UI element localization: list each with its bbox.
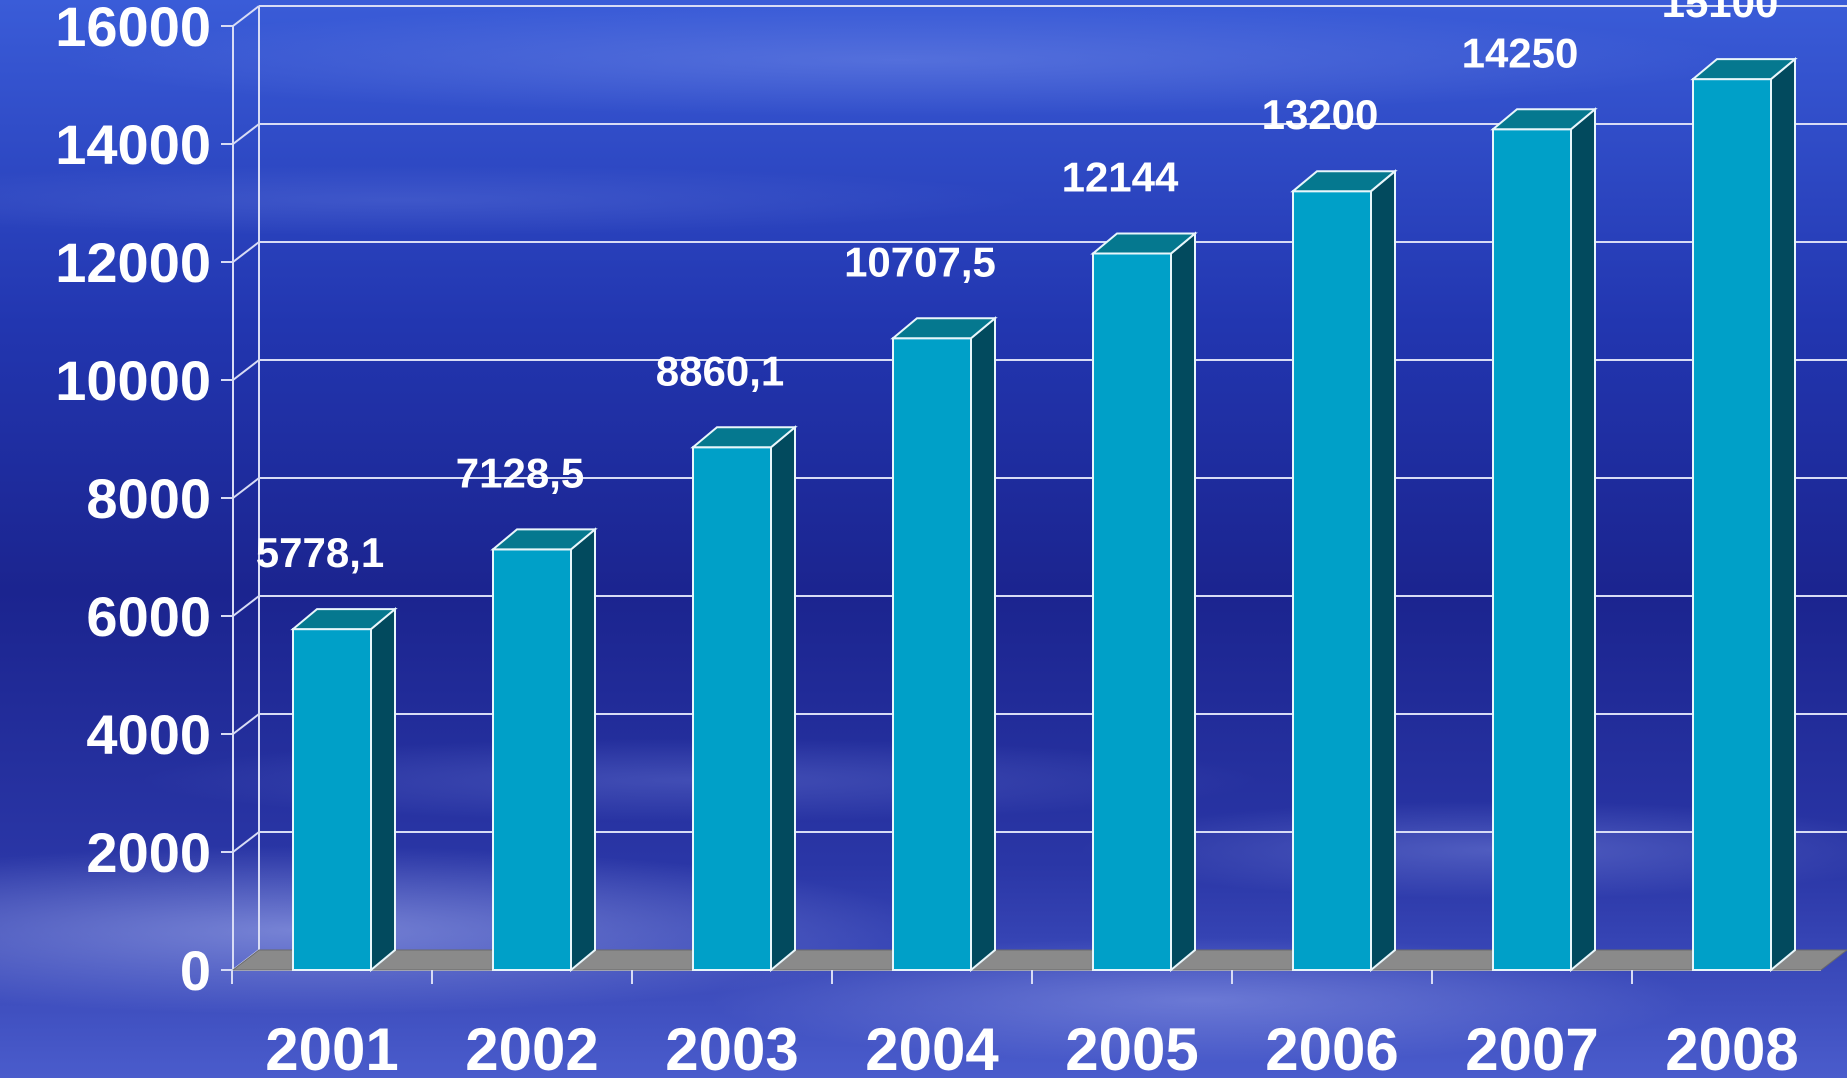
bar-top-face [290,608,398,631]
bars [290,56,1798,973]
data-label-2002: 7128,5 [456,449,584,496]
x-tick-label: 2004 [865,1016,999,1078]
bar-top-face [1490,108,1598,131]
bar-top-face [1690,58,1798,81]
x-tick-label: 2001 [265,1016,398,1078]
bar-2004 [890,316,998,973]
bar-2008 [1690,56,1798,973]
bar-top-face [1290,170,1398,193]
bar-2005 [1090,231,1198,973]
gridline-connector [232,713,260,735]
gridline-connector [232,595,260,617]
x-tick-label: 2005 [1065,1016,1198,1078]
y-tick-label: 6000 [86,585,211,648]
bar-2007 [1490,107,1598,973]
data-labels: 5778,1 7128,5 8860,1 10707,5 12144 13200 14250… [256,0,1779,576]
bar-side-face [1370,169,1396,973]
gridline-connector [232,123,260,145]
bar-top-face [690,426,798,449]
y-tick-label: 0 [180,939,211,1002]
data-label-2005: 12144 [1062,154,1179,201]
bar-front-face [1492,128,1572,971]
bar-side-face [970,316,996,973]
bar-side-face [570,527,596,973]
floor-slab [231,949,1847,971]
bar-top-face [1090,232,1198,255]
gridline-connector [232,831,260,853]
bar-side-face [1570,107,1596,973]
gridline-connector [232,241,260,263]
gridline-connector [232,359,260,381]
gridline-connector [232,5,260,27]
chart-floor [231,949,1847,971]
x-tick-label: 2006 [1265,1016,1398,1078]
y-tick-label: 2000 [86,821,211,884]
x-tick-label: 2002 [465,1016,598,1078]
x-axis: 2001 2002 2003 2004 2005 2006 2007 2008 [231,970,1799,1078]
bar-front-face [892,337,972,971]
bar-top-face [490,528,598,551]
bar-2003 [690,425,798,973]
y-tick-label: 12000 [55,231,211,294]
bar-side-face [1170,231,1196,973]
bar-front-face [492,548,572,972]
data-label-2008: 15100 [1662,0,1779,26]
data-label-2004: 10707,5 [844,238,996,285]
bar-front-face [292,628,372,971]
y-tick-label: 14000 [55,113,211,176]
bar-2002 [490,527,598,973]
x-tick-label: 2007 [1465,1016,1598,1078]
bar-2001 [290,606,398,973]
data-label-2003: 8860,1 [656,347,784,394]
x-tick-label: 2003 [665,1016,798,1078]
bar-front-face [1292,190,1372,971]
bar-side-face [1770,56,1796,973]
bar-2006 [1290,169,1398,973]
y-axis: 0 2000 4000 6000 8000 10000 12000 14000 16000 [55,0,1821,1002]
x-tick-label: 2008 [1665,1016,1798,1078]
y-tick-label: 16000 [55,0,211,58]
gridline-connector [232,477,260,499]
bar-front-face [1692,78,1772,972]
bar-side-face [770,425,796,973]
y-tick-label: 4000 [86,703,211,766]
y-tick-label: 10000 [55,349,211,412]
data-label-2007: 14250 [1462,29,1579,76]
bar-front-face [1092,252,1172,971]
data-label-2006: 13200 [1262,91,1379,138]
data-label-2001: 5778,1 [256,529,384,576]
bar-side-face [370,606,396,973]
bar-front-face [692,446,772,971]
bar-top-face [890,317,998,340]
y-tick-label: 8000 [86,467,211,530]
